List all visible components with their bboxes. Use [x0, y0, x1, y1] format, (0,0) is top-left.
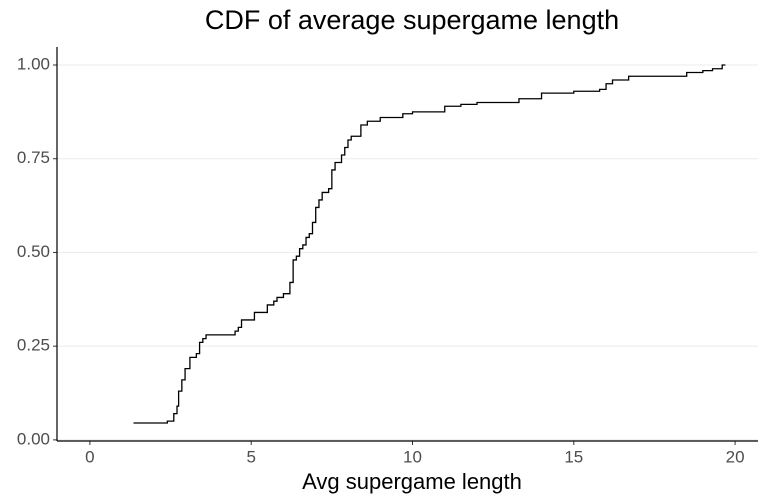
y-tick-label: 0.25 [17, 336, 50, 355]
y-tick-label: 1.00 [17, 54, 50, 73]
y-tick-label: 0.00 [17, 429, 50, 448]
y-tick-label: 0.75 [17, 148, 50, 167]
x-tick-label: 10 [403, 447, 422, 466]
x-tick-label: 0 [85, 447, 94, 466]
cdf-line [133, 64, 726, 424]
x-tick-label: 5 [246, 447, 255, 466]
x-tick-label: 20 [726, 447, 745, 466]
x-tick-label: 15 [564, 447, 583, 466]
chart-title: CDF of average supergame length [205, 5, 619, 35]
y-tick-label: 0.50 [17, 242, 50, 261]
x-axis-label: Avg supergame length [302, 469, 522, 494]
